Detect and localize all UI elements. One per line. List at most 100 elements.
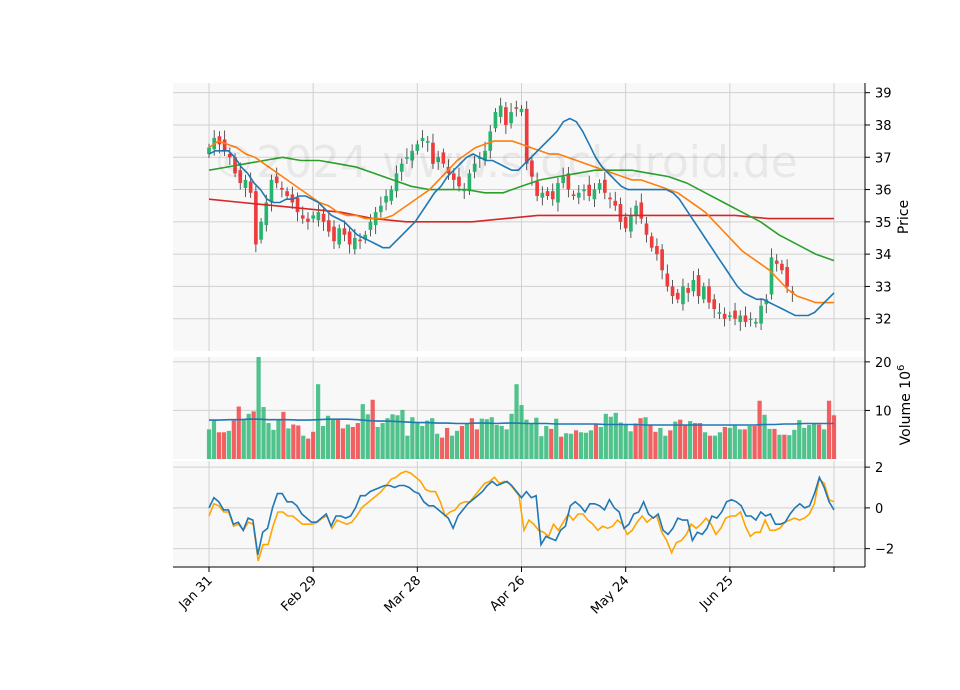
candle-body: [738, 315, 743, 322]
volume-bar: [469, 418, 475, 459]
candle-body: [519, 108, 524, 113]
oscillator-axis-tick-label: 2: [875, 461, 883, 476]
candle-body: [207, 147, 211, 155]
volume-bar: [613, 412, 618, 459]
candle-body: [264, 202, 269, 226]
candle-body: [269, 179, 274, 203]
price-axis-tick-label: 38: [875, 119, 892, 134]
volume-bar: [807, 425, 812, 459]
candle-body: [337, 228, 342, 245]
volume-bar: [400, 409, 405, 459]
candle-body: [613, 200, 618, 206]
volume-bar: [430, 418, 435, 459]
price-axis-tick-label: 35: [875, 216, 892, 231]
candle-body: [285, 191, 289, 197]
volume-bar: [360, 404, 365, 459]
candle-body: [623, 217, 628, 229]
volume-bar: [732, 425, 737, 459]
volume-bar: [549, 428, 554, 459]
candle-body: [754, 321, 758, 324]
volume-bar: [578, 432, 584, 459]
volume-bar: [628, 431, 633, 459]
volume-bar: [494, 425, 499, 459]
volume-bar: [821, 429, 827, 459]
volume-bar: [826, 400, 832, 459]
candle-body: [743, 315, 748, 322]
x-tick-label: Apr 26: [487, 573, 528, 614]
volume-bar: [499, 425, 504, 459]
oscillator-main-line: [208, 475, 835, 555]
candle-body: [774, 260, 779, 264]
volume-bar: [693, 423, 698, 459]
candle-body: [254, 191, 258, 245]
volume-bar: [792, 429, 797, 459]
candle-body: [759, 305, 763, 324]
candle-body: [582, 189, 586, 192]
volume-bar: [658, 427, 663, 459]
volume-bar: [350, 426, 355, 459]
volume-bar: [688, 421, 693, 459]
volume-bar: [365, 414, 370, 459]
volume-bar: [479, 418, 484, 459]
volume-bar: [559, 436, 564, 459]
ma-long-line: [208, 156, 835, 262]
volume-bar: [648, 424, 653, 459]
volume-bar: [772, 428, 777, 459]
volume-bar: [702, 432, 708, 459]
volume-bar: [787, 435, 792, 459]
volume-bar: [712, 435, 718, 459]
candle-body: [675, 292, 680, 300]
volume-bar: [504, 429, 509, 459]
volume-bar: [727, 427, 732, 459]
candle-body: [733, 310, 737, 319]
candle-body: [457, 176, 461, 187]
candle-body: [306, 218, 310, 222]
candle-body: [545, 191, 550, 197]
volume-bar: [673, 421, 678, 459]
volume-bar: [474, 429, 479, 459]
volume-bar: [598, 426, 603, 459]
candle-body: [665, 273, 670, 287]
candle-body: [691, 279, 696, 292]
candle-body: [629, 215, 633, 232]
candle-body: [217, 136, 222, 145]
volume-bar: [722, 426, 727, 459]
volume-bar: [296, 425, 301, 459]
volume-bar: [588, 430, 594, 459]
volume-bar: [370, 399, 375, 459]
volume-bar: [544, 425, 549, 459]
volume-bar: [638, 418, 643, 459]
volume-bar: [425, 420, 430, 459]
volume-bar: [380, 423, 385, 459]
volume-bar: [509, 413, 514, 459]
candle-body: [280, 187, 284, 190]
volume-bar: [311, 431, 316, 459]
price-axis-label: Price: [896, 200, 912, 234]
watermark: ©2024 www.stockdroid.de: [212, 137, 798, 188]
volume-bar: [747, 425, 752, 459]
candle-body: [238, 170, 243, 184]
candle-body: [639, 202, 644, 219]
candle-body: [363, 234, 368, 240]
candle-body: [431, 142, 435, 164]
volume-bar: [831, 415, 837, 459]
candle-body: [379, 205, 383, 213]
candle-body: [670, 286, 675, 297]
price-axis-tick-label: 33: [875, 280, 892, 295]
candle-body: [592, 189, 597, 200]
volume-bar: [603, 413, 608, 459]
volume-bar: [573, 430, 579, 459]
candle-body: [540, 192, 545, 198]
candle-body: [530, 160, 534, 177]
x-tick-label: Feb 29: [278, 573, 320, 615]
candle-body: [488, 131, 493, 151]
candle-body: [587, 184, 592, 197]
ma-200-line: [208, 198, 834, 223]
candle-body: [259, 221, 263, 240]
x-tick-label: Jan 31: [176, 573, 216, 613]
volume-bar: [395, 415, 400, 459]
candle-body: [566, 173, 571, 190]
volume-bar: [534, 417, 539, 459]
candle-body: [451, 173, 456, 180]
volume-bar: [221, 432, 226, 459]
